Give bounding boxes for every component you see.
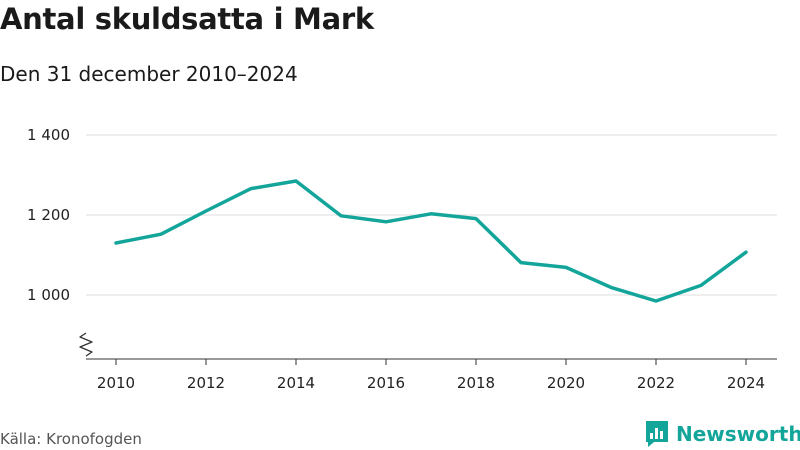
series-layer [114, 179, 748, 303]
x-tick-label: 2016 [367, 374, 405, 392]
x-tick-label: 2018 [457, 374, 495, 392]
bar-chart-logo-icon [646, 421, 668, 447]
chart-title: Antal skuldsatta i Mark [0, 2, 374, 36]
y-tick-label: 1 000 [27, 286, 70, 304]
x-axis: 2010 2012 2014 2016 2018 2020 2022 2024 [79, 332, 777, 392]
x-tick-label: 2020 [547, 374, 585, 392]
chart-subtitle: Den 31 december 2010–2024 [0, 62, 298, 86]
y-tick-label: 1 200 [27, 206, 70, 224]
axis-break-icon [79, 332, 93, 357]
brand-logo: Newsworthy [644, 419, 800, 449]
x-tick-label: 2024 [727, 374, 765, 392]
source-note: Källa: Kronofogden [0, 430, 142, 448]
y-axis-ticks: 1 000 1 200 1 400 [27, 126, 70, 304]
y-tick-label: 1 400 [27, 126, 70, 144]
x-tick-label: 2014 [277, 374, 315, 392]
brand-name: Newsworthy [676, 422, 800, 446]
series-line [114, 179, 748, 303]
x-tick-label: 2012 [187, 374, 225, 392]
x-tick-label: 2010 [97, 374, 135, 392]
x-tick-label: 2022 [637, 374, 675, 392]
